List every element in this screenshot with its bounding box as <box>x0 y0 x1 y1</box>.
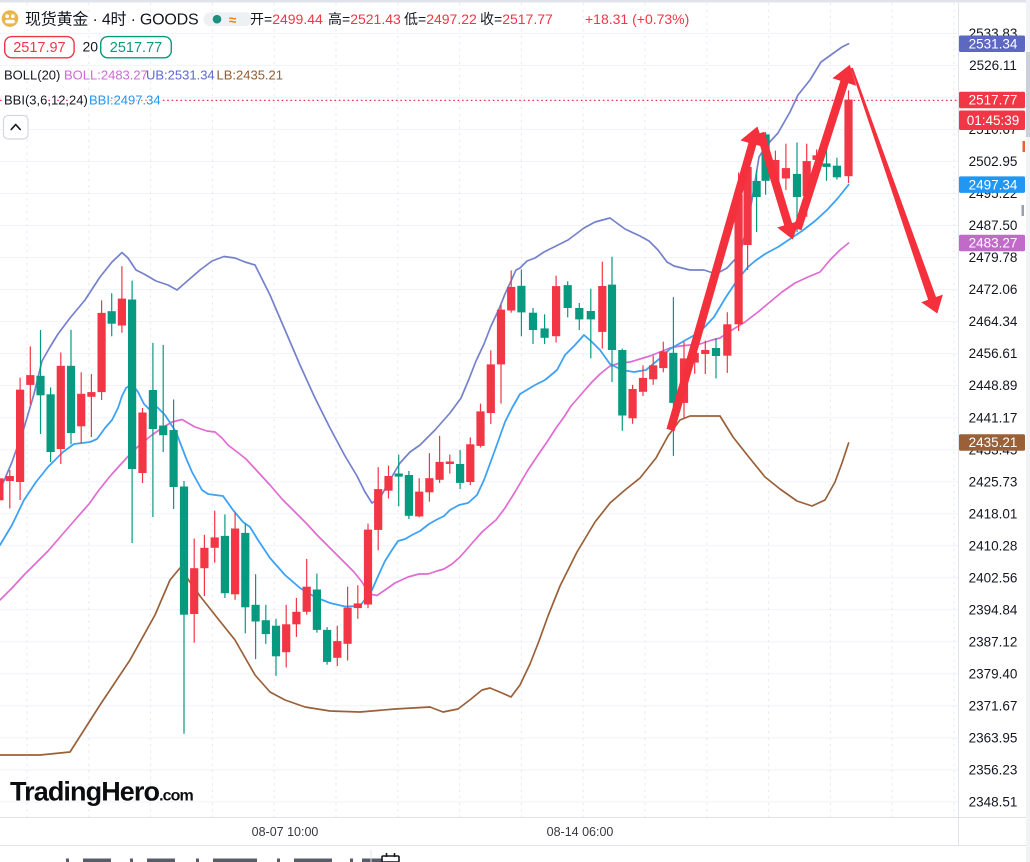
svg-text:2497.34: 2497.34 <box>969 177 1018 192</box>
svg-text:2410.28: 2410.28 <box>969 538 1018 553</box>
svg-text:低=2497.22: 低=2497.22 <box>404 11 477 27</box>
svg-text:现货黄金 · 4时 · GOODS: 现货黄金 · 4时 · GOODS <box>25 10 199 28</box>
svg-text:BBI(3,6,12,24): BBI(3,6,12,24) <box>4 93 88 108</box>
svg-text:2394.84: 2394.84 <box>969 602 1018 617</box>
svg-text:收=2517.77: 收=2517.77 <box>480 11 553 27</box>
svg-text:2479.78: 2479.78 <box>969 250 1018 265</box>
svg-text:2356.23: 2356.23 <box>969 763 1018 778</box>
svg-text:2502.95: 2502.95 <box>969 154 1018 169</box>
svg-text:开=2499.44: 开=2499.44 <box>250 11 323 27</box>
svg-text:2441.17: 2441.17 <box>969 410 1018 425</box>
svg-text:UB:2531.34: UB:2531.34 <box>146 67 215 82</box>
svg-text:2435.21: 2435.21 <box>969 435 1018 450</box>
svg-text:08-14 06:00: 08-14 06:00 <box>547 825 614 839</box>
svg-text:LB:2435.21: LB:2435.21 <box>217 67 284 82</box>
svg-text:BBI:2497.34: BBI:2497.34 <box>89 93 161 108</box>
svg-text:2425.73: 2425.73 <box>969 474 1018 489</box>
svg-text:2517.77: 2517.77 <box>969 93 1018 108</box>
svg-text:BOLL:2483.27: BOLL:2483.27 <box>64 67 148 82</box>
svg-text:高=2521.43: 高=2521.43 <box>328 11 401 27</box>
svg-text:+18.31 (+0.73%): +18.31 (+0.73%) <box>585 11 689 27</box>
svg-text:2379.40: 2379.40 <box>969 666 1018 681</box>
svg-text:2363.95: 2363.95 <box>969 731 1018 746</box>
svg-text:2472.06: 2472.06 <box>969 282 1018 297</box>
svg-text:08-07 10:00: 08-07 10:00 <box>252 825 319 839</box>
svg-text:2526.11: 2526.11 <box>969 58 1017 73</box>
svg-text:BOLL(20): BOLL(20) <box>4 67 60 82</box>
svg-text:≈: ≈ <box>229 12 237 27</box>
svg-text:2348.51: 2348.51 <box>969 795 1018 810</box>
svg-text:2517.97: 2517.97 <box>13 40 65 56</box>
svg-text:2456.61: 2456.61 <box>969 346 1018 361</box>
svg-text:2402.56: 2402.56 <box>969 570 1018 585</box>
svg-text:2448.89: 2448.89 <box>969 378 1018 393</box>
svg-text:2531.34: 2531.34 <box>969 36 1018 51</box>
svg-text:2464.34: 2464.34 <box>969 314 1018 329</box>
svg-text:20: 20 <box>83 39 99 55</box>
svg-text:2517.77: 2517.77 <box>110 40 162 56</box>
svg-text:2371.67: 2371.67 <box>969 698 1018 713</box>
svg-text:2483.27: 2483.27 <box>969 236 1018 251</box>
svg-text:2387.12: 2387.12 <box>969 634 1018 649</box>
svg-text:01:45:39: 01:45:39 <box>967 113 1020 128</box>
svg-text:2418.01: 2418.01 <box>969 506 1018 521</box>
svg-text:2487.50: 2487.50 <box>969 218 1018 233</box>
